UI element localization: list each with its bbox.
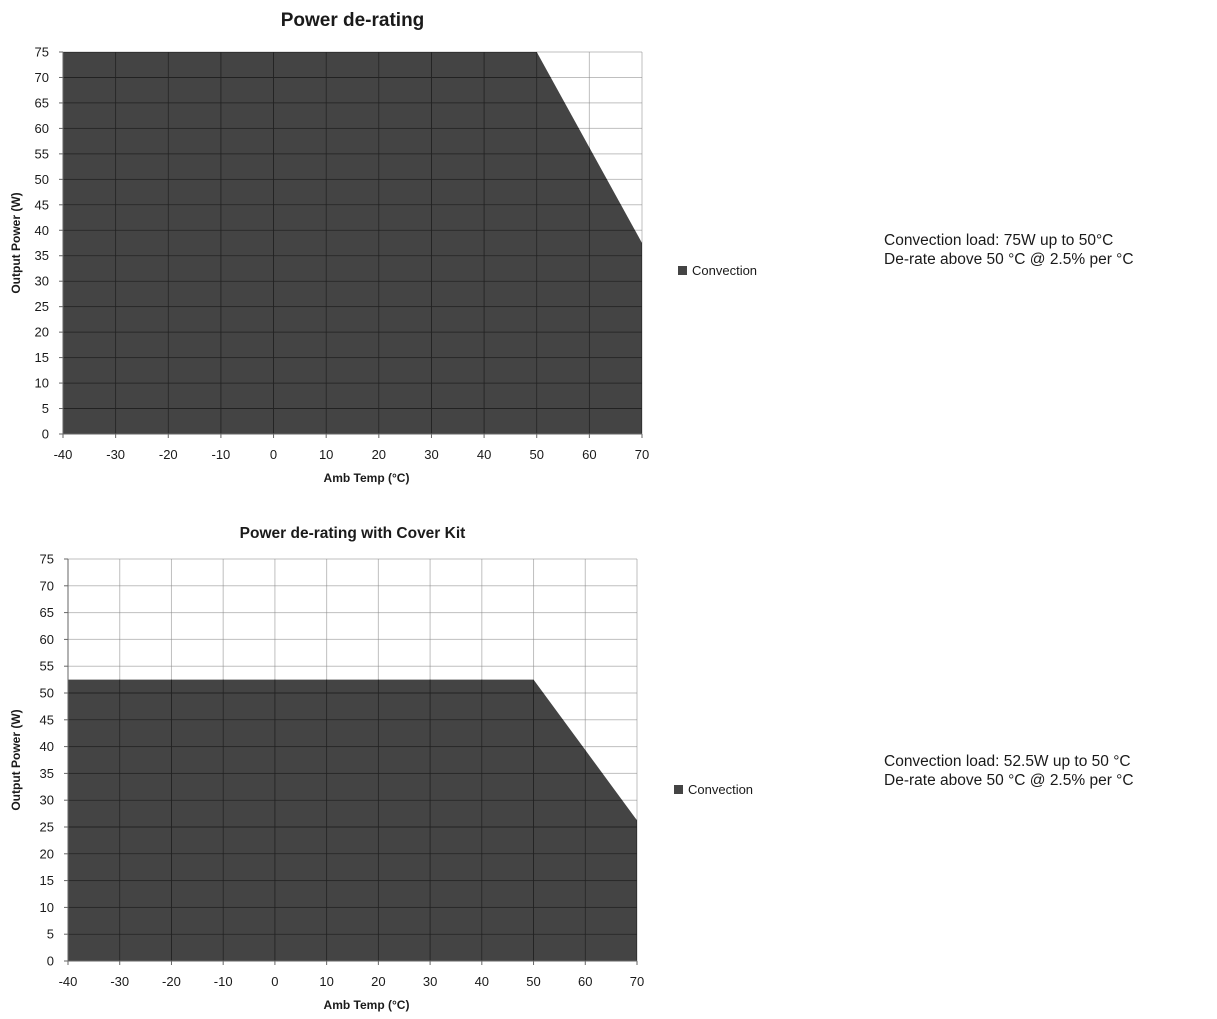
y-tick-label: 55 (40, 659, 54, 674)
y-axis-title: Output Power (W) (9, 192, 23, 293)
x-tick-label: 20 (372, 447, 386, 462)
x-tick-label: -30 (110, 974, 129, 989)
x-axis-title: Amb Temp (°C) (324, 471, 410, 485)
y-tick-label: 70 (40, 578, 54, 593)
power-derating-chart: Power de-rating 0 5 10 15 20 25 30 35 40 45 50 55 60 6… (9, 10, 757, 485)
y-tick-label: 20 (35, 325, 49, 340)
y-tick-label: 10 (35, 376, 49, 391)
y-tick-label: 25 (40, 820, 54, 835)
y-tick-label: 5 (47, 927, 54, 942)
x-tick-label: 60 (578, 974, 592, 989)
y-tick-label: 55 (35, 146, 49, 161)
y-tick-label: 30 (35, 274, 49, 289)
chart-title: Power de-rating (281, 10, 425, 31)
derating-note-1: Convection load: 75W up to 50°C De-rate … (884, 231, 1134, 269)
x-axis-title: Amb Temp (°C) (324, 998, 410, 1012)
x-tick-label: -20 (159, 447, 178, 462)
y-tick-label: 0 (42, 427, 49, 442)
y-tick-label: 70 (35, 70, 49, 85)
x-tick-label: 40 (477, 447, 491, 462)
y-tick-label: 65 (35, 95, 49, 110)
x-tick-label: 60 (582, 447, 596, 462)
y-tick-label: 40 (40, 739, 54, 754)
y-tick-label: 50 (40, 686, 54, 701)
x-tick-label: 70 (630, 974, 644, 989)
x-tick-label: 50 (526, 974, 540, 989)
x-tick-label: 50 (529, 447, 543, 462)
x-tick-label: -40 (59, 974, 78, 989)
note-load-line: Convection load: 52.5W up to 50 °C (884, 753, 1131, 770)
note-derate-line: De-rate above 50 °C @ 2.5% per °C (884, 251, 1134, 268)
area-gridlines (68, 679, 637, 961)
y-tick-label: 15 (35, 350, 49, 365)
y-tick-label: 45 (35, 197, 49, 212)
y-tick-label: 35 (40, 766, 54, 781)
derating-note-2: Convection load: 52.5W up to 50 °C De-ra… (884, 752, 1134, 790)
note-load-line: Convection load: 75W up to 50°C (884, 232, 1114, 249)
x-tick-label: 10 (319, 447, 333, 462)
legend-swatch (678, 266, 687, 275)
y-tick-label: 0 (47, 954, 54, 969)
y-axis-title: Output Power (W) (9, 709, 23, 810)
x-tick-label: 0 (270, 447, 277, 462)
area-gridlines (63, 52, 642, 434)
series-area-convection (68, 679, 637, 961)
y-tick-label: 15 (40, 873, 54, 888)
power-derating-cover-kit-chart: Power de-rating with Cover Kit 0 5 10 15 20 25… (9, 525, 753, 1012)
y-tick-label: 25 (35, 299, 49, 314)
x-tick-label: 20 (371, 974, 385, 989)
x-tick-label: -30 (106, 447, 125, 462)
y-tick-label: 35 (35, 248, 49, 263)
y-tick-label: 75 (40, 552, 54, 567)
y-tick-label: 40 (35, 223, 49, 238)
note-derate-line: De-rate above 50 °C @ 2.5% per °C (884, 772, 1134, 789)
x-tick-label: -40 (54, 447, 73, 462)
x-tick-label: 70 (635, 447, 649, 462)
y-tick-label: 65 (40, 605, 54, 620)
chart-title: Power de-rating with Cover Kit (240, 525, 466, 542)
x-tick-label: 40 (475, 974, 489, 989)
legend-label: Convection (692, 263, 757, 278)
x-tick-label: 30 (423, 974, 437, 989)
y-tick-label: 20 (40, 846, 54, 861)
y-tick-label: 30 (40, 793, 54, 808)
x-tick-label: 0 (271, 974, 278, 989)
x-tick-label: -10 (214, 974, 233, 989)
y-tick-label: 75 (35, 45, 49, 60)
x-tick-label: 10 (319, 974, 333, 989)
x-tick-label: -20 (162, 974, 181, 989)
y-tick-label: 45 (40, 712, 54, 727)
y-tick-label: 5 (42, 401, 49, 416)
y-tick-label: 50 (35, 172, 49, 187)
legend-swatch (674, 785, 683, 794)
series-area-convection (63, 52, 642, 434)
legend-label: Convection (688, 782, 753, 797)
y-tick-label: 60 (35, 121, 49, 136)
x-tick-label: 30 (424, 447, 438, 462)
y-tick-label: 60 (40, 632, 54, 647)
x-tick-label: -10 (212, 447, 231, 462)
y-tick-label: 10 (40, 900, 54, 915)
